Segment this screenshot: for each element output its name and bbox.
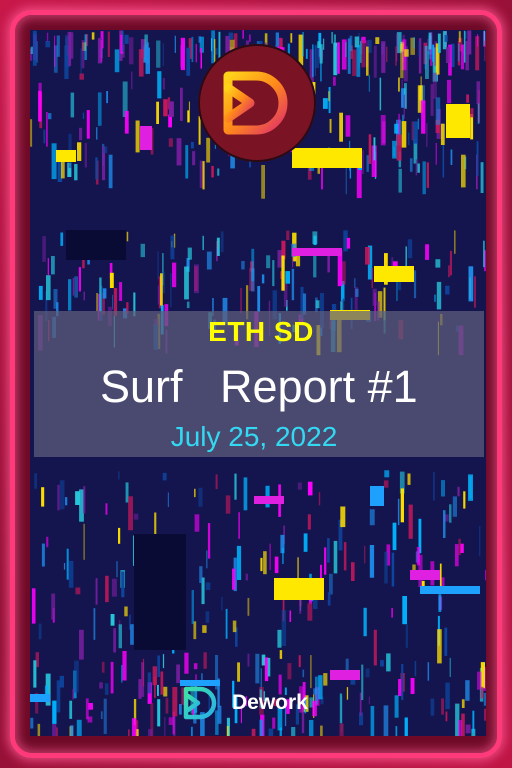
report-date: July 25, 2022 xyxy=(170,421,338,452)
event-label: ETH SD xyxy=(208,316,314,347)
report-title: Surf Report #1 xyxy=(100,361,418,412)
dework-logo-icon xyxy=(223,71,288,135)
dework-brand: Dework xyxy=(180,683,308,723)
brand-name: Dework xyxy=(232,691,308,714)
title-banner xyxy=(34,311,484,457)
dework-mark-icon xyxy=(180,683,220,723)
dework-logo-badge xyxy=(198,44,316,162)
